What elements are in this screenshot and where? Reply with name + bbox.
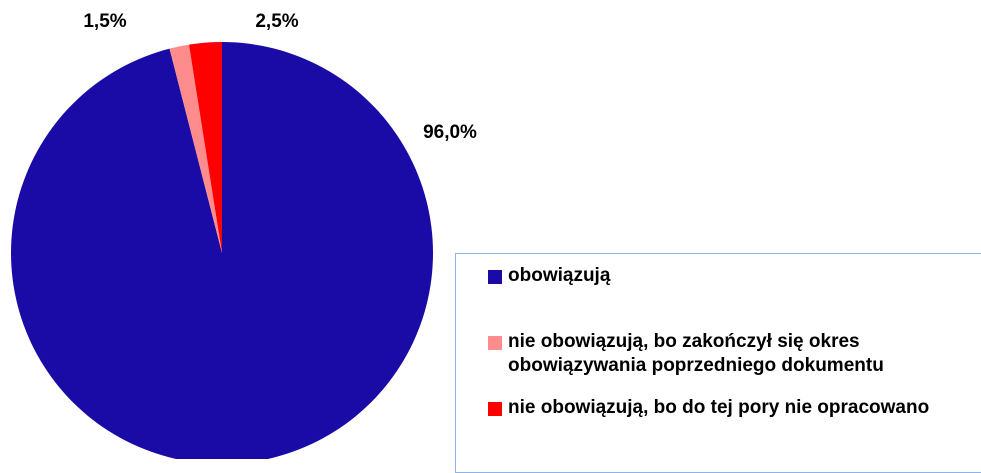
legend: obowiązują nie obowiązują, bo zakończył s… [455,253,981,473]
data-label: 96,0% [423,122,477,143]
legend-swatch [488,270,502,284]
legend-item: obowiązują [486,264,958,288]
legend-swatch [488,402,502,416]
legend-label: nie obowiązują, bo zakończył się okres o… [508,331,884,376]
pie-slice [188,42,222,253]
legend-swatch [488,336,502,350]
data-label: 1,5% [83,11,126,32]
legend-item: nie obowiązują, bo do tej pory nie oprac… [486,396,958,420]
pie-slice [11,42,433,459]
chart: 96,0% 1,5% 2,5% [11,11,477,459]
legend-label: obowiązują [508,265,611,286]
pie-slice [169,44,222,253]
page: 96,0% 1,5% 2,5% obowiązują nie obowiązują, … [11,11,981,473]
legend-label: nie obowiązują, bo do tej pory nie oprac… [508,397,930,418]
legend-item: nie obowiązują, bo zakończył się okres o… [486,330,958,378]
data-label: 2,5% [255,11,298,32]
